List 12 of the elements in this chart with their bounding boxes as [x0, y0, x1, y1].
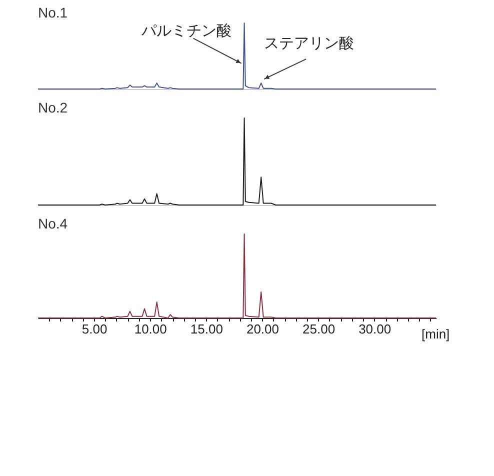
x-tick-label: 30.00 — [358, 322, 392, 336]
x-axis-title: [min] — [422, 326, 450, 342]
x-tick-label: 10.00 — [134, 322, 167, 336]
chart-title: No.4 — [38, 216, 68, 232]
x-tick-label: 25.00 — [302, 322, 336, 336]
x-tick-label: 5.00 — [82, 322, 108, 336]
annotation: パルミチン酸 — [140, 22, 232, 40]
annotation: ステアリン酸 — [264, 35, 354, 52]
chart-title: No.1 — [38, 4, 68, 20]
x-tick-label: 20.00 — [246, 322, 279, 336]
chart-title: No.2 — [38, 100, 68, 116]
x-tick-label: 15.00 — [190, 322, 223, 336]
